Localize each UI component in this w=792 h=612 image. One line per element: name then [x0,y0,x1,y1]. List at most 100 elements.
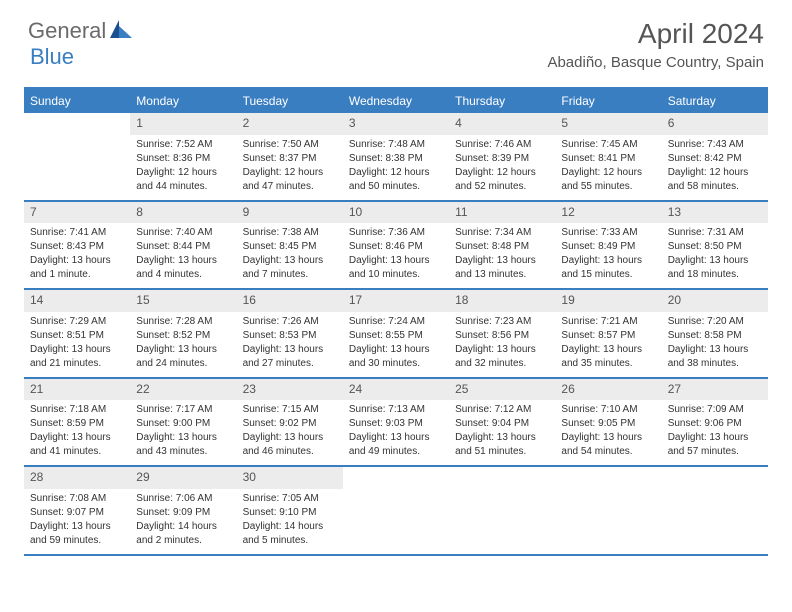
cell-line-sunrise: Sunrise: 7:29 AM [30,315,124,328]
cell-line-day2: and 52 minutes. [455,180,549,193]
day-number [662,467,768,473]
cell-line-sunrise: Sunrise: 7:34 AM [455,226,549,239]
calendar: SundayMondayTuesdayWednesdayThursdayFrid… [24,87,768,556]
cell-body: Sunrise: 7:52 AMSunset: 8:36 PMDaylight:… [130,138,236,193]
day-number: 13 [662,202,768,224]
cell-body: Sunrise: 7:08 AMSunset: 9:07 PMDaylight:… [24,492,130,547]
calendar-cell: 20Sunrise: 7:20 AMSunset: 8:58 PMDayligh… [662,290,768,377]
cell-line-sunset: Sunset: 8:59 PM [30,417,124,430]
cell-line-sunset: Sunset: 8:46 PM [349,240,443,253]
logo-mark-icon [110,20,132,43]
cell-line-day1: Daylight: 13 hours [668,254,762,267]
day-number: 18 [449,290,555,312]
cell-line-day2: and 54 minutes. [561,445,655,458]
cell-line-sunrise: Sunrise: 7:40 AM [136,226,230,239]
cell-line-sunrise: Sunrise: 7:15 AM [243,403,337,416]
week-row: 1Sunrise: 7:52 AMSunset: 8:36 PMDaylight… [24,113,768,202]
cell-line-sunset: Sunset: 8:41 PM [561,152,655,165]
cell-line-sunrise: Sunrise: 7:48 AM [349,138,443,151]
day-number: 11 [449,202,555,224]
cell-body: Sunrise: 7:43 AMSunset: 8:42 PMDaylight:… [662,138,768,193]
cell-line-day2: and 55 minutes. [561,180,655,193]
calendar-cell: 25Sunrise: 7:12 AMSunset: 9:04 PMDayligh… [449,379,555,466]
cell-line-day2: and 41 minutes. [30,445,124,458]
cell-line-sunset: Sunset: 8:53 PM [243,329,337,342]
cell-line-day1: Daylight: 13 hours [243,431,337,444]
cell-line-sunrise: Sunrise: 7:28 AM [136,315,230,328]
calendar-cell: 18Sunrise: 7:23 AMSunset: 8:56 PMDayligh… [449,290,555,377]
calendar-cell: 21Sunrise: 7:18 AMSunset: 8:59 PMDayligh… [24,379,130,466]
cell-line-sunrise: Sunrise: 7:21 AM [561,315,655,328]
cell-line-day1: Daylight: 13 hours [668,343,762,356]
cell-line-day2: and 32 minutes. [455,357,549,370]
day-number: 15 [130,290,236,312]
cell-line-day2: and 21 minutes. [30,357,124,370]
cell-line-sunset: Sunset: 8:37 PM [243,152,337,165]
calendar-cell: 26Sunrise: 7:10 AMSunset: 9:05 PMDayligh… [555,379,661,466]
calendar-cell: 11Sunrise: 7:34 AMSunset: 8:48 PMDayligh… [449,202,555,289]
cell-line-day1: Daylight: 13 hours [136,431,230,444]
calendar-cell: 22Sunrise: 7:17 AMSunset: 9:00 PMDayligh… [130,379,236,466]
cell-line-sunset: Sunset: 8:43 PM [30,240,124,253]
cell-line-day1: Daylight: 13 hours [136,343,230,356]
cell-line-sunset: Sunset: 8:44 PM [136,240,230,253]
cell-body: Sunrise: 7:18 AMSunset: 8:59 PMDaylight:… [24,403,130,458]
day-number: 17 [343,290,449,312]
day-number: 21 [24,379,130,401]
week-row: 21Sunrise: 7:18 AMSunset: 8:59 PMDayligh… [24,379,768,468]
cell-body: Sunrise: 7:29 AMSunset: 8:51 PMDaylight:… [24,315,130,370]
day-number: 30 [237,467,343,489]
cell-line-sunrise: Sunrise: 7:41 AM [30,226,124,239]
cell-line-sunrise: Sunrise: 7:09 AM [668,403,762,416]
logo-text-general: General [28,18,106,44]
location-text: Abadiño, Basque Country, Spain [547,54,764,71]
day-header: Saturday [662,89,768,113]
calendar-cell: 13Sunrise: 7:31 AMSunset: 8:50 PMDayligh… [662,202,768,289]
cell-line-day2: and 1 minute. [30,268,124,281]
cell-line-day1: Daylight: 13 hours [455,343,549,356]
cell-line-day1: Daylight: 13 hours [30,520,124,533]
day-number: 4 [449,113,555,135]
day-header-row: SundayMondayTuesdayWednesdayThursdayFrid… [24,89,768,113]
cell-line-sunrise: Sunrise: 7:31 AM [668,226,762,239]
cell-line-sunrise: Sunrise: 7:43 AM [668,138,762,151]
cell-line-day1: Daylight: 13 hours [243,254,337,267]
calendar-cell: 30Sunrise: 7:05 AMSunset: 9:10 PMDayligh… [237,467,343,554]
cell-body: Sunrise: 7:20 AMSunset: 8:58 PMDaylight:… [662,315,768,370]
week-row: 7Sunrise: 7:41 AMSunset: 8:43 PMDaylight… [24,202,768,291]
cell-line-day1: Daylight: 13 hours [30,254,124,267]
cell-body: Sunrise: 7:45 AMSunset: 8:41 PMDaylight:… [555,138,661,193]
cell-line-sunset: Sunset: 8:57 PM [561,329,655,342]
calendar-cell: 1Sunrise: 7:52 AMSunset: 8:36 PMDaylight… [130,113,236,200]
cell-body: Sunrise: 7:38 AMSunset: 8:45 PMDaylight:… [237,226,343,281]
cell-line-sunset: Sunset: 8:55 PM [349,329,443,342]
cell-line-day2: and 18 minutes. [668,268,762,281]
cell-line-sunrise: Sunrise: 7:26 AM [243,315,337,328]
week-row: 28Sunrise: 7:08 AMSunset: 9:07 PMDayligh… [24,467,768,556]
calendar-cell: 27Sunrise: 7:09 AMSunset: 9:06 PMDayligh… [662,379,768,466]
calendar-cell: 14Sunrise: 7:29 AMSunset: 8:51 PMDayligh… [24,290,130,377]
calendar-cell: 8Sunrise: 7:40 AMSunset: 8:44 PMDaylight… [130,202,236,289]
calendar-cell [24,113,130,200]
cell-line-day2: and 13 minutes. [455,268,549,281]
cell-line-day2: and 35 minutes. [561,357,655,370]
cell-body: Sunrise: 7:21 AMSunset: 8:57 PMDaylight:… [555,315,661,370]
cell-line-sunrise: Sunrise: 7:08 AM [30,492,124,505]
cell-body: Sunrise: 7:36 AMSunset: 8:46 PMDaylight:… [343,226,449,281]
cell-line-sunrise: Sunrise: 7:05 AM [243,492,337,505]
week-row: 14Sunrise: 7:29 AMSunset: 8:51 PMDayligh… [24,290,768,379]
cell-line-sunrise: Sunrise: 7:46 AM [455,138,549,151]
cell-line-sunset: Sunset: 8:51 PM [30,329,124,342]
cell-line-day1: Daylight: 12 hours [349,166,443,179]
cell-body: Sunrise: 7:46 AMSunset: 8:39 PMDaylight:… [449,138,555,193]
day-number: 3 [343,113,449,135]
day-number: 6 [662,113,768,135]
calendar-cell: 16Sunrise: 7:26 AMSunset: 8:53 PMDayligh… [237,290,343,377]
cell-line-sunset: Sunset: 9:03 PM [349,417,443,430]
cell-line-sunrise: Sunrise: 7:12 AM [455,403,549,416]
cell-line-day1: Daylight: 13 hours [349,431,443,444]
cell-line-sunrise: Sunrise: 7:18 AM [30,403,124,416]
cell-line-day1: Daylight: 13 hours [30,431,124,444]
weeks-container: 1Sunrise: 7:52 AMSunset: 8:36 PMDaylight… [24,113,768,556]
cell-line-day2: and 2 minutes. [136,534,230,547]
